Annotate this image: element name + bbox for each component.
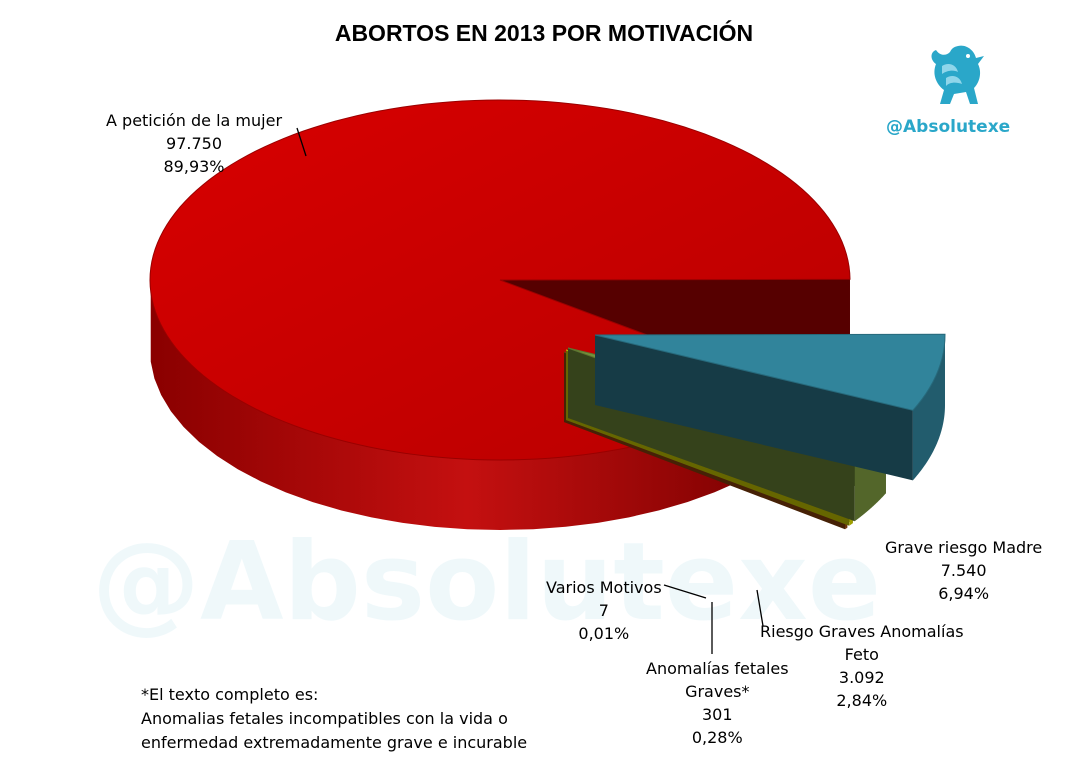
slice-2 (594, 333, 946, 411)
label-feto-value: 3.092 (838, 668, 885, 687)
label-feto-name: Riesgo Graves Anomalías (760, 622, 964, 641)
label-graves: Anomalías fetales Graves* 301 0,28% (646, 657, 789, 749)
label-madre-percent: 6,94% (938, 584, 990, 603)
label-feto-percent: 2,84% (836, 691, 888, 710)
leader-mujer (296, 127, 307, 157)
leader-varios (663, 584, 707, 599)
label-graves-percent: 0,28% (691, 728, 743, 747)
leader-feto (756, 589, 764, 627)
label-varios: Varios Motivos 7 0,01% (546, 576, 662, 645)
label-feto: Riesgo Graves Anomalías Feto 3.092 2,84% (760, 620, 964, 712)
label-graves-name-2: Graves* (685, 682, 750, 701)
label-madre-value: 7.540 (940, 561, 987, 580)
chart-title: ABORTOS EN 2013 POR MOTIVACIÓN (334, 20, 754, 46)
label-graves-name: Anomalías fetales (646, 659, 789, 678)
brand-handle: @Absolutexe (886, 117, 1011, 137)
griffin-icon (931, 45, 984, 104)
slice-2-outer-wall (912, 335, 945, 481)
label-varios-name: Varios Motivos (546, 578, 662, 597)
label-madre-name: Grave riesgo Madre (885, 538, 1043, 557)
label-mujer-name: A petición de la mujer (106, 111, 283, 130)
label-graves-value: 301 (702, 705, 733, 724)
label-mujer-percent: 89,93% (163, 157, 225, 176)
footnote-line-1: *El texto completo es: (141, 685, 319, 704)
label-feto-name-2: Feto (844, 645, 879, 664)
footnote: *El texto completo es: Anomalias fetales… (141, 683, 527, 755)
label-varios-percent: 0,01% (578, 624, 630, 643)
label-mujer-value: 97.750 (166, 134, 222, 153)
slice-1-outer-wall (150, 291, 784, 530)
label-varios-value: 7 (598, 601, 609, 620)
label-mujer: A petición de la mujer 97.750 89,93% (106, 109, 282, 178)
label-madre: Grave riesgo Madre 7.540 6,94% (885, 536, 1042, 605)
watermark-text: @Absolutexe (92, 520, 882, 645)
footnote-line-2: Anomalias fetales incompatibles con la v… (141, 709, 508, 728)
footnote-line-3: enfermedad extremadamente grave e incura… (141, 733, 528, 752)
slice-2-radial-wall (595, 335, 913, 481)
